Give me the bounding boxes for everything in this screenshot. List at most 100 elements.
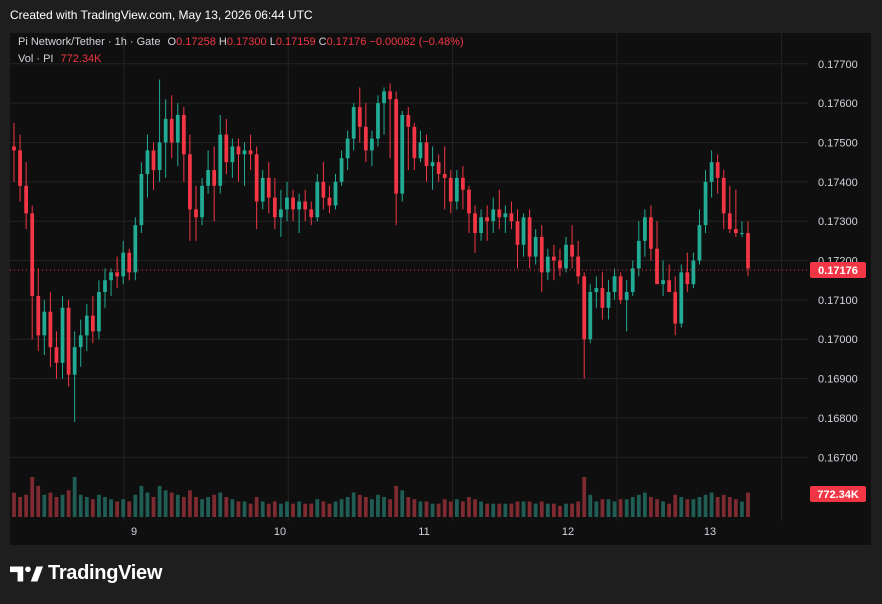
candle-body[interactable] [157,142,162,171]
candle-body[interactable] [285,197,289,210]
candle-body[interactable] [12,146,16,151]
candle-body[interactable] [309,209,314,218]
candle-body[interactable] [339,158,344,182]
candle-body[interactable] [600,288,605,308]
candle-body[interactable] [145,150,150,174]
candle-body[interactable] [527,217,532,257]
candle-body[interactable] [30,213,35,296]
candle-body[interactable] [473,213,477,234]
candle-body[interactable] [188,154,192,210]
candle-body[interactable] [715,162,720,178]
candle-body[interactable] [333,181,338,206]
candle-body[interactable] [24,185,29,214]
candle-body[interactable] [430,162,435,167]
candle-body[interactable] [382,91,386,104]
candle-body[interactable] [461,177,465,190]
candle-body[interactable] [697,225,702,261]
candle-body[interactable] [151,150,156,171]
candle-body[interactable] [163,118,168,143]
candle-body[interactable] [649,217,653,249]
candle-body[interactable] [212,170,217,186]
candle-body[interactable] [636,240,641,269]
candle-body[interactable] [655,248,659,285]
candle-body[interactable] [97,292,101,332]
candle-body[interactable] [139,173,144,226]
candle-body[interactable] [133,225,138,273]
candle-body[interactable] [224,134,229,163]
candle-body[interactable] [345,138,350,159]
candle-body[interactable] [721,177,726,214]
candle-body[interactable] [266,177,271,198]
candle-body[interactable] [467,189,471,214]
candle-body[interactable] [169,118,174,143]
candle-body[interactable] [248,150,253,155]
candle-body[interactable] [394,99,399,194]
candle-body[interactable] [303,201,308,210]
candle-body[interactable] [533,236,538,257]
candle-body[interactable] [521,217,526,245]
candle-body[interactable] [564,244,568,269]
candle-body[interactable] [236,146,241,155]
candle-body[interactable] [746,233,750,269]
candle-body[interactable] [679,272,684,324]
candle-body[interactable] [291,197,295,210]
candle-body[interactable] [351,107,356,139]
candle-body[interactable] [673,292,678,324]
candle-body[interactable] [594,288,599,293]
candle-body[interactable] [194,209,198,218]
candle-body[interactable] [175,114,180,143]
chart-panel[interactable]: 0.17700 0.17600 0.17500 0.17400 0.17300 0.172… [10,33,871,545]
candle-body[interactable] [448,177,453,202]
candle-body[interactable] [127,252,132,273]
candle-body[interactable] [84,315,89,336]
candle-body[interactable] [727,213,732,230]
candle-body[interactable] [545,256,550,273]
candle-body[interactable] [661,280,665,285]
candle-body[interactable] [630,268,635,293]
candle-body[interactable] [357,107,362,127]
candle-body[interactable] [48,311,53,348]
candle-body[interactable] [321,181,326,198]
candle-body[interactable] [509,213,514,222]
candle-body[interactable] [576,256,581,277]
candle-body[interactable] [667,280,672,293]
candle-body[interactable] [78,335,83,348]
candle-body[interactable] [376,103,380,139]
candle-body[interactable] [36,295,41,336]
candle-body[interactable] [412,126,417,159]
candle-body[interactable] [121,252,126,277]
candle-body[interactable] [418,142,423,159]
candle-body[interactable] [436,162,441,174]
candle-body[interactable] [685,272,690,285]
candle-body[interactable] [740,233,744,235]
candle-body[interactable] [709,162,714,182]
candle-body[interactable] [90,315,95,332]
candle-body[interactable] [624,292,629,300]
candle-body[interactable] [42,311,47,336]
candle-body[interactable] [424,142,429,167]
candle-body[interactable] [200,185,204,218]
candle-body[interactable] [503,213,508,218]
candle-body[interactable] [60,307,65,363]
candle-body[interactable] [570,244,574,257]
candle-body[interactable] [181,114,186,155]
candle-body[interactable] [691,260,696,285]
candle-body[interactable] [618,276,623,300]
candle-body[interactable] [497,209,502,218]
candle-body[interactable] [103,280,107,293]
candle-body[interactable] [54,347,59,363]
candle-body[interactable] [109,272,113,281]
candle-body[interactable] [206,170,210,186]
candle-body[interactable] [272,197,277,218]
candle-body[interactable] [479,217,483,234]
tradingview-logo[interactable]: TradingView [10,562,162,585]
candle-body[interactable] [703,181,708,226]
candle-body[interactable] [230,146,235,163]
candle-body[interactable] [642,217,647,241]
candle-body[interactable] [612,276,617,293]
candle-body[interactable] [218,134,223,186]
candle-body[interactable] [115,272,120,277]
candle-body[interactable] [72,347,77,375]
candle-body[interactable] [66,307,71,375]
candle-body[interactable] [254,154,259,202]
